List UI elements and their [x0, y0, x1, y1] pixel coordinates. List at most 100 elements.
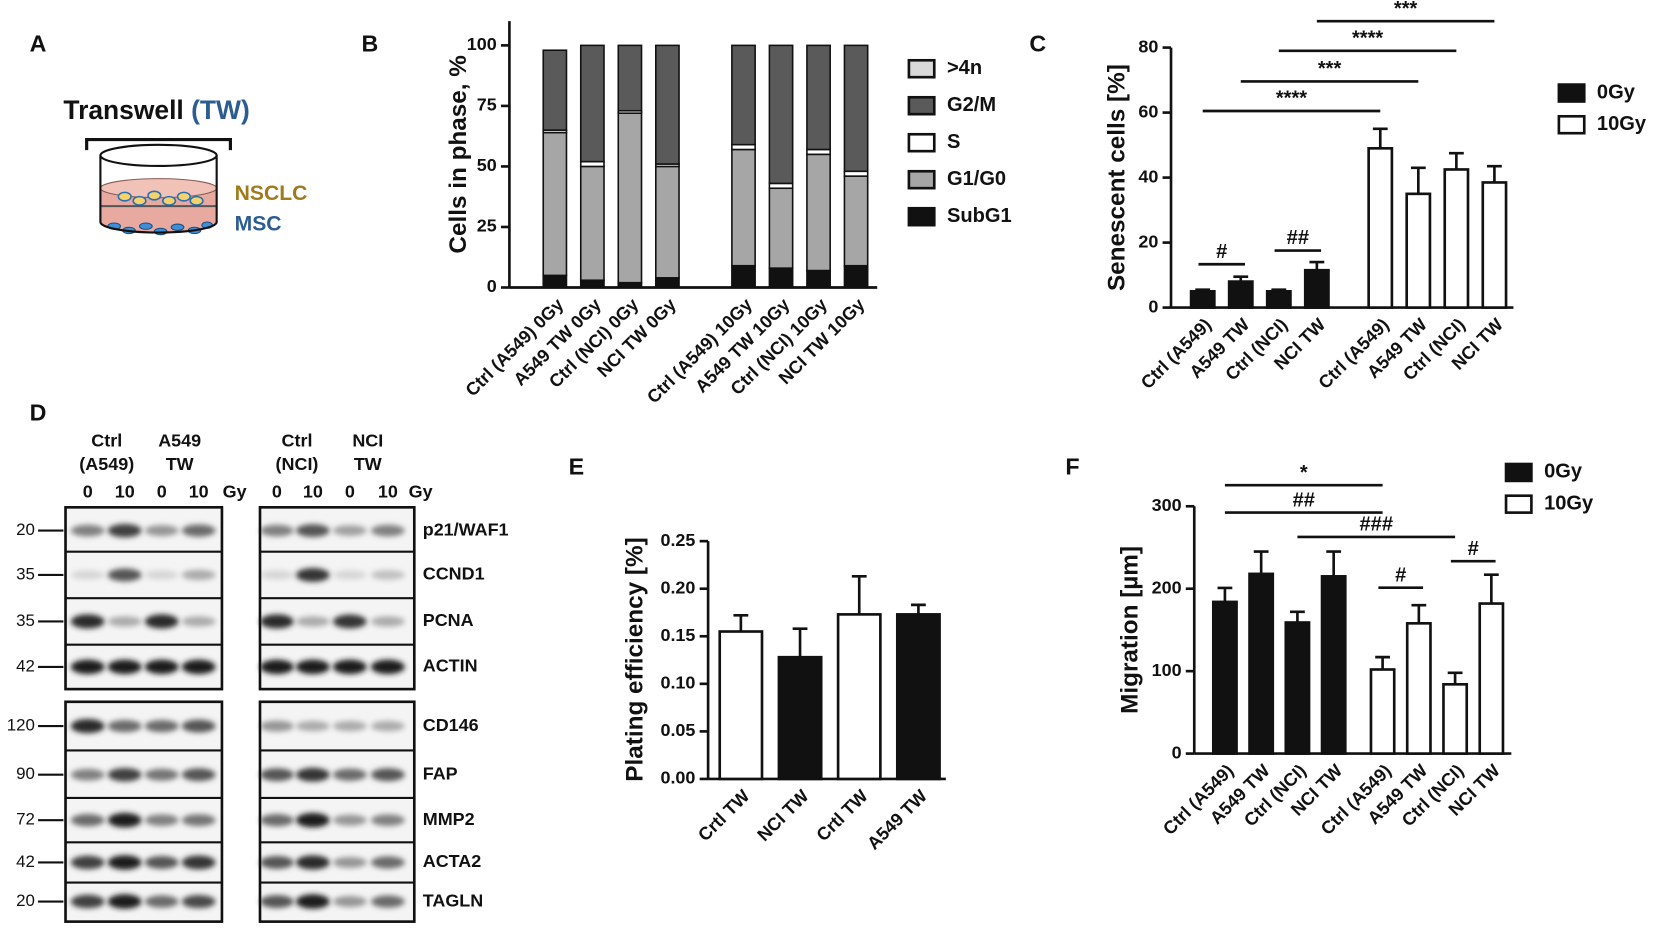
blot-band	[144, 659, 179, 675]
bar-segment	[579, 44, 605, 163]
blot-band	[332, 614, 367, 629]
bar	[1367, 147, 1394, 309]
protein-label: p21/WAF1	[423, 519, 509, 539]
blot-band	[70, 855, 105, 870]
blot-band	[259, 855, 294, 869]
blot-band	[181, 855, 216, 870]
insert-rim	[85, 137, 232, 151]
marker-label: 120	[7, 716, 35, 735]
legend-swatch	[1557, 114, 1586, 135]
legend-swatch	[907, 132, 936, 153]
bar-segment	[542, 131, 568, 277]
y-tick-label: 0	[1148, 296, 1158, 316]
legend-label: 10Gy	[1544, 492, 1594, 514]
x-tick-label: A549 TW	[863, 786, 931, 854]
blot-band	[259, 524, 294, 537]
legend-label: 0Gy	[1544, 461, 1583, 483]
group-label: A549	[158, 431, 201, 451]
protein-label: ACTIN	[423, 656, 478, 676]
group-label: NCI	[352, 431, 383, 451]
significance-label: ****	[1276, 88, 1307, 110]
marker-label: 20	[16, 520, 35, 539]
legend-label: >4n	[947, 57, 982, 79]
blot-band	[144, 814, 179, 826]
bar-segment	[806, 44, 831, 151]
bar-segment	[654, 44, 680, 165]
marker-label: 20	[16, 891, 35, 910]
dose-label: 0	[157, 481, 167, 501]
dose-label: 10	[378, 481, 398, 501]
y-tick-label: 100	[467, 34, 497, 54]
blot-band	[181, 616, 216, 627]
blot-band	[107, 812, 142, 828]
bar	[1481, 181, 1508, 309]
bar-segment	[617, 112, 643, 284]
bar	[1265, 290, 1292, 309]
bar-segment	[654, 165, 680, 279]
bar-segment	[731, 148, 756, 267]
blot-band	[295, 524, 330, 538]
x-tick-label: NCI TW	[753, 786, 812, 845]
marker-label: 42	[16, 656, 35, 675]
dose-label: 0	[345, 481, 355, 501]
bar-segment	[843, 175, 869, 267]
significance-label: ###	[1360, 514, 1394, 536]
blot-band	[259, 895, 294, 908]
blot-band	[70, 894, 105, 909]
bar-segment	[843, 44, 869, 173]
bar	[895, 613, 941, 781]
legend-label: SubG1	[947, 205, 1012, 227]
bar	[836, 613, 882, 781]
y-tick-label: 80	[1138, 36, 1158, 56]
bar	[1248, 572, 1275, 755]
blot-band	[370, 570, 405, 580]
blot-band	[144, 719, 179, 733]
group-label: (A549)	[79, 454, 134, 474]
significance-label: ***	[1318, 58, 1342, 80]
blot-band	[181, 659, 216, 675]
well-wall	[99, 155, 218, 234]
bar-segment	[843, 264, 869, 289]
marker-label: 35	[16, 611, 35, 630]
blot-frame	[64, 700, 224, 923]
y-axis-label: Senescent cells [%]	[1104, 64, 1131, 291]
blot-band	[295, 855, 330, 870]
marker-label: 35	[16, 564, 35, 583]
nsclc-cells	[117, 190, 204, 206]
y-tick-label: 200	[1152, 577, 1182, 597]
significance-label: ##	[1293, 489, 1315, 511]
msc-label: MSC	[235, 213, 282, 236]
y-axis-label: Cells in phase, %	[445, 55, 472, 253]
y-tick-label: 300	[1152, 495, 1182, 515]
panel-label: F	[1065, 453, 1079, 479]
bar	[1478, 602, 1505, 755]
bar	[1284, 621, 1311, 755]
blot-band	[107, 659, 142, 675]
panel-label: B	[361, 31, 378, 57]
significance-label: #	[1395, 564, 1406, 586]
y-tick-label: 0.05	[660, 720, 695, 740]
bar	[1320, 575, 1347, 755]
chart: 0.00 0.05 0.10 0.15 0.20 0.25 Plating efficien…	[622, 530, 946, 854]
blot-band	[181, 814, 216, 827]
blot-band	[70, 659, 105, 675]
blot-band	[332, 570, 367, 580]
y-tick-label: 0.10	[660, 673, 695, 693]
protein-label: CD146	[423, 715, 479, 735]
legend-label: S	[947, 131, 960, 153]
y-tick-label: 60	[1138, 101, 1158, 121]
legend-label: 10Gy	[1597, 113, 1647, 135]
blot-band	[107, 894, 142, 909]
blot-band	[70, 614, 105, 629]
blot-band	[181, 719, 216, 733]
blot-band	[370, 768, 405, 782]
blot-background	[259, 701, 415, 922]
x-tick-label: Crtl TW	[694, 786, 753, 845]
blot-band	[181, 524, 216, 537]
blot-frame	[258, 700, 416, 923]
bar-segment	[542, 274, 568, 289]
y-tick-label: 20	[1138, 231, 1158, 251]
significance-label: ##	[1287, 227, 1309, 249]
